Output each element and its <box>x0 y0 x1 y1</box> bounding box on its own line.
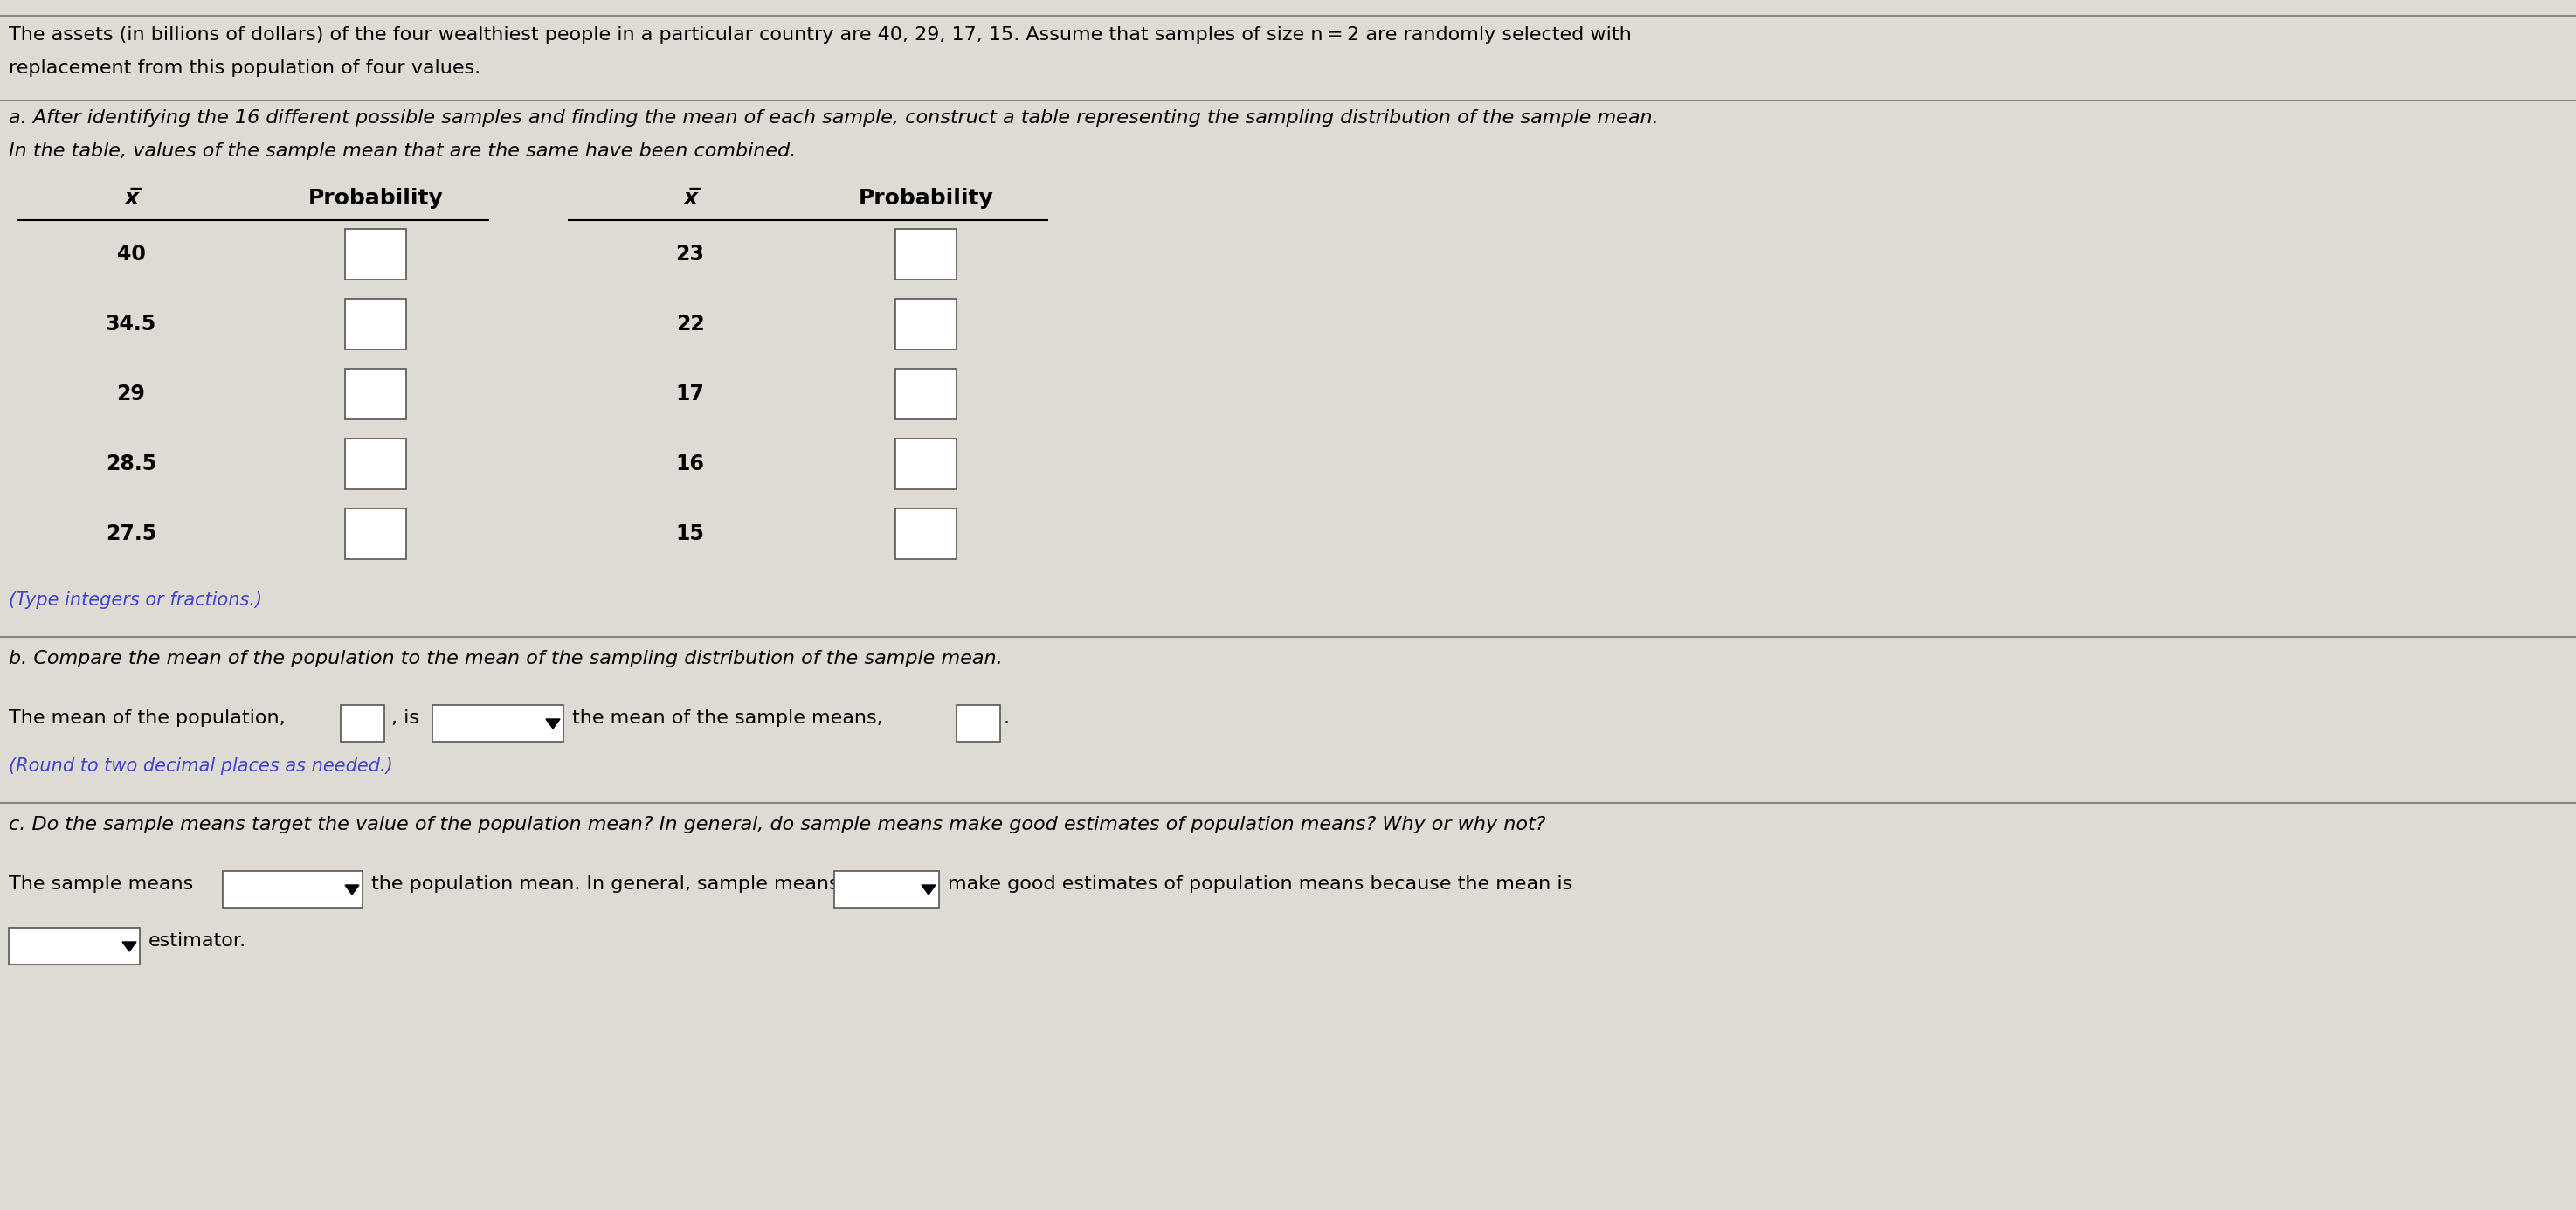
FancyBboxPatch shape <box>222 871 363 908</box>
Text: , is: , is <box>392 709 420 727</box>
Text: the mean of the sample means,: the mean of the sample means, <box>572 709 884 727</box>
Text: Probability: Probability <box>858 188 994 209</box>
Text: The sample means: The sample means <box>8 875 193 893</box>
FancyBboxPatch shape <box>835 871 940 908</box>
Polygon shape <box>922 885 935 894</box>
FancyBboxPatch shape <box>345 438 407 489</box>
Text: 16: 16 <box>675 454 703 474</box>
FancyBboxPatch shape <box>8 928 139 964</box>
FancyBboxPatch shape <box>896 229 956 280</box>
Text: the population mean. In general, sample means: the population mean. In general, sample … <box>371 875 840 893</box>
Text: 40: 40 <box>116 243 144 265</box>
Text: 27.5: 27.5 <box>106 523 157 545</box>
FancyBboxPatch shape <box>896 438 956 489</box>
Polygon shape <box>345 885 358 894</box>
Text: 15: 15 <box>675 523 703 545</box>
Text: 22: 22 <box>675 313 703 335</box>
Text: c. Do the sample means target the value of the population mean? In general, do s: c. Do the sample means target the value … <box>8 816 1546 834</box>
Text: make good estimates of population means because the mean is: make good estimates of population means … <box>948 875 1571 893</box>
Text: The mean of the population,: The mean of the population, <box>8 709 286 727</box>
Text: .: . <box>1005 709 1010 727</box>
Text: The assets (in billions of dollars) of the four wealthiest people in a particula: The assets (in billions of dollars) of t… <box>8 27 1631 44</box>
Text: replacement from this population of four values.: replacement from this population of four… <box>8 59 482 77</box>
FancyBboxPatch shape <box>956 705 999 742</box>
Text: a. After identifying the 16 different possible samples and finding the mean of e: a. After identifying the 16 different po… <box>8 109 1659 127</box>
Text: x̅: x̅ <box>124 188 139 209</box>
FancyBboxPatch shape <box>345 369 407 420</box>
Text: 29: 29 <box>116 384 144 404</box>
FancyBboxPatch shape <box>340 705 384 742</box>
Text: Probability: Probability <box>309 188 443 209</box>
FancyBboxPatch shape <box>896 369 956 420</box>
Text: b. Compare the mean of the population to the mean of the sampling distribution o: b. Compare the mean of the population to… <box>8 650 1002 668</box>
Text: 28.5: 28.5 <box>106 454 157 474</box>
FancyBboxPatch shape <box>345 299 407 350</box>
FancyBboxPatch shape <box>433 705 564 742</box>
Text: (Round to two decimal places as needed.): (Round to two decimal places as needed.) <box>8 757 394 774</box>
Text: estimator.: estimator. <box>149 932 247 950</box>
Polygon shape <box>546 719 559 728</box>
FancyBboxPatch shape <box>896 508 956 559</box>
Text: (Type integers or fractions.): (Type integers or fractions.) <box>8 592 263 609</box>
Text: x̅: x̅ <box>683 188 698 209</box>
Text: 23: 23 <box>675 243 703 265</box>
Text: 34.5: 34.5 <box>106 313 157 335</box>
Text: 17: 17 <box>675 384 703 404</box>
FancyBboxPatch shape <box>896 299 956 350</box>
FancyBboxPatch shape <box>345 508 407 559</box>
Text: In the table, values of the sample mean that are the same have been combined.: In the table, values of the sample mean … <box>8 143 796 160</box>
Polygon shape <box>121 941 137 951</box>
FancyBboxPatch shape <box>345 229 407 280</box>
